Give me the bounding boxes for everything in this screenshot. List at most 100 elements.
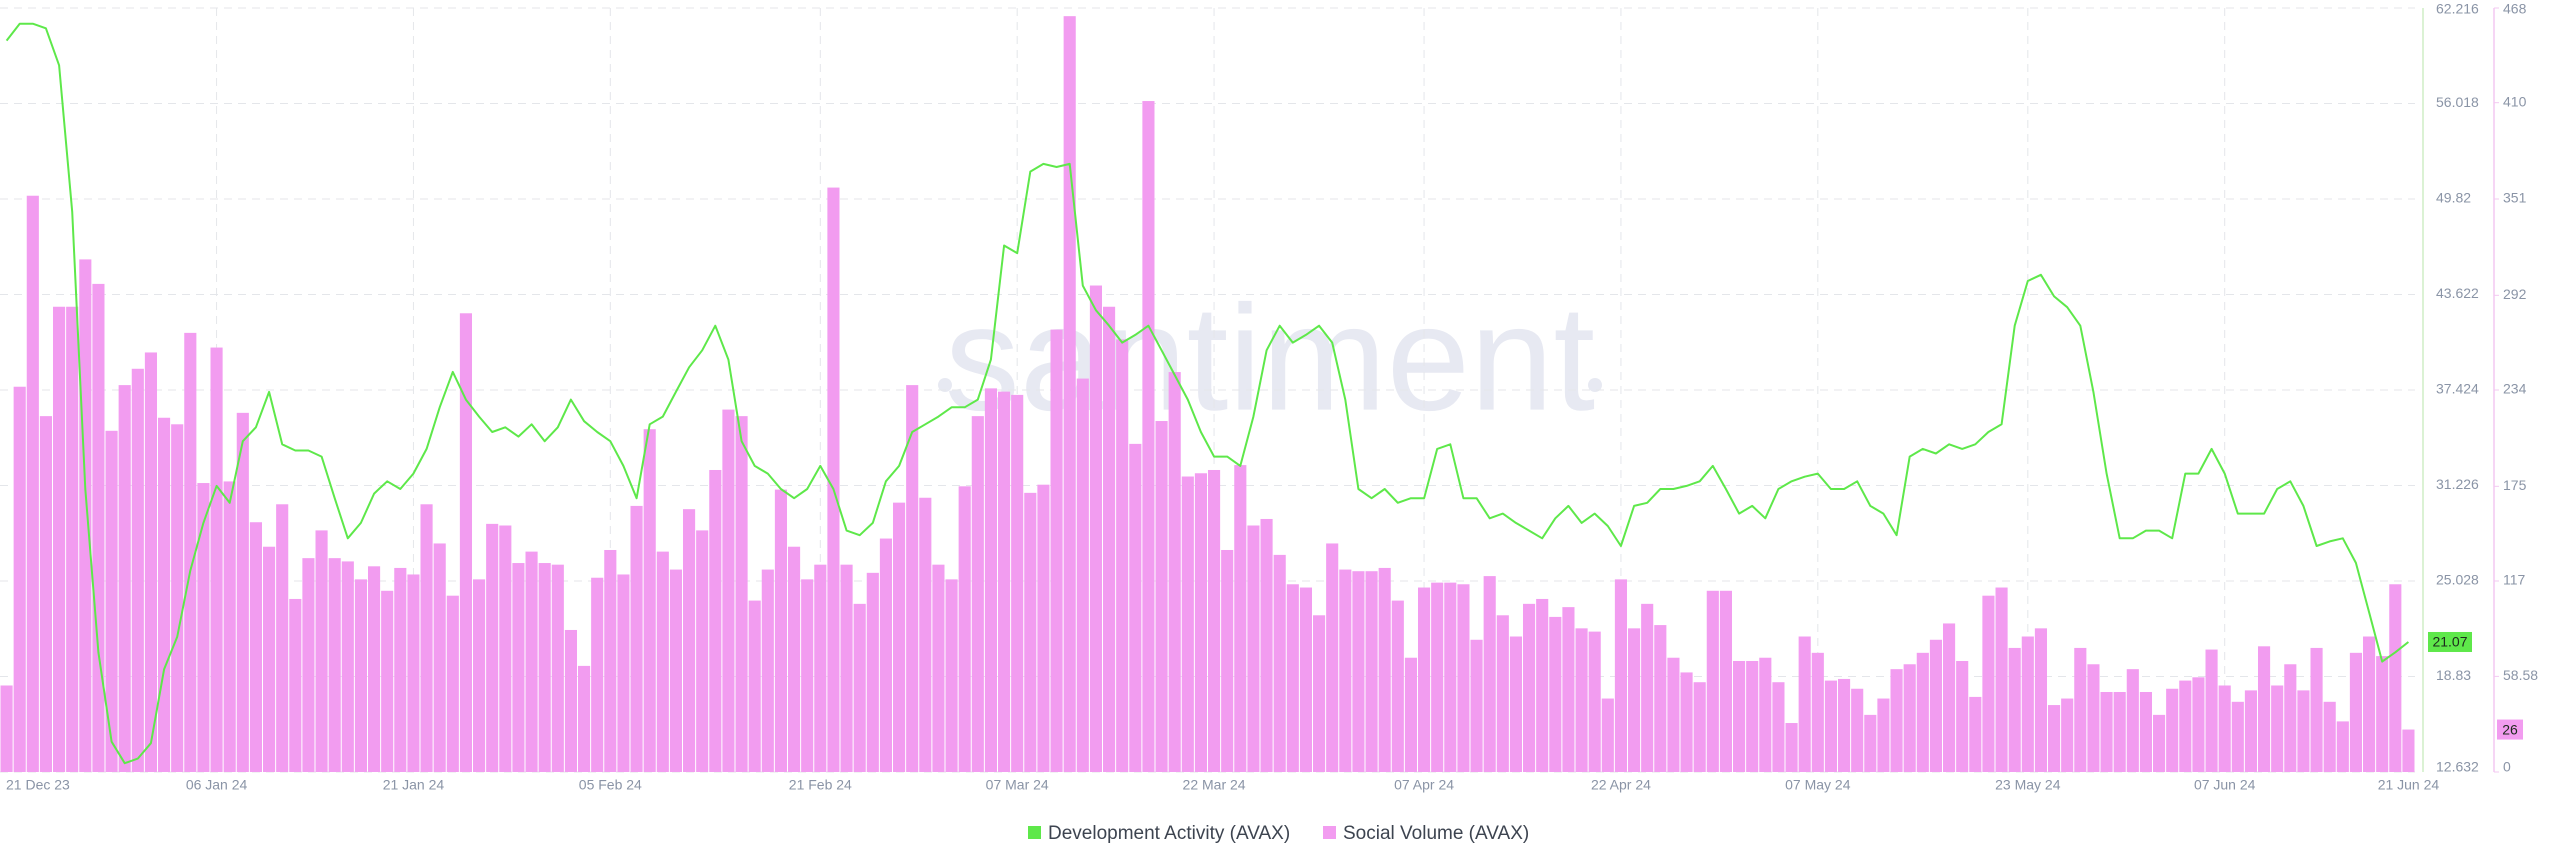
bar — [66, 306, 79, 772]
last-value-label: 21.07 — [2432, 634, 2467, 650]
bar — [958, 486, 971, 772]
x-tick-label: 21 Jan 24 — [383, 777, 445, 793]
bar — [1982, 595, 1995, 772]
bar — [1168, 372, 1181, 772]
bar — [39, 416, 52, 772]
bar — [1995, 587, 2008, 772]
bar — [1470, 639, 1483, 772]
bar — [1352, 571, 1365, 772]
bar — [1536, 598, 1549, 772]
y-tick-label: 25.028 — [2436, 572, 2479, 588]
bar — [1103, 306, 1116, 772]
bar — [984, 388, 997, 772]
bar — [158, 417, 171, 772]
bar — [748, 600, 761, 772]
bar — [1719, 590, 1732, 772]
bar — [302, 558, 315, 772]
bar — [2244, 690, 2257, 772]
bar — [1247, 525, 1260, 772]
bar — [1155, 421, 1168, 772]
bar — [1404, 657, 1417, 772]
bar — [564, 629, 577, 772]
bar — [394, 567, 407, 772]
bar — [1496, 615, 1509, 772]
bar — [2231, 701, 2244, 772]
bar — [1011, 394, 1024, 772]
bar — [879, 538, 892, 772]
bar — [643, 429, 656, 772]
bar — [26, 195, 39, 772]
x-tick-label: 22 Mar 24 — [1183, 777, 1246, 793]
bar — [1089, 285, 1102, 772]
bar — [2205, 649, 2218, 772]
bar — [788, 546, 801, 772]
last-value-flag — [2428, 631, 2472, 652]
lines — [5, 22, 2410, 765]
bar — [1562, 607, 1575, 772]
bar — [1457, 584, 1470, 772]
bar — [2192, 677, 2205, 772]
bar — [1956, 660, 1969, 772]
bar — [2323, 701, 2336, 772]
bar — [827, 187, 840, 773]
bar — [1260, 518, 1273, 772]
bar — [656, 551, 669, 772]
bar — [551, 564, 564, 772]
bar — [1483, 576, 1496, 772]
bar — [866, 572, 879, 772]
bar — [1654, 625, 1667, 772]
bar — [1706, 590, 1719, 772]
bar — [2113, 692, 2126, 772]
bar — [1903, 664, 1916, 772]
bar — [1864, 714, 1877, 772]
x-tick-label: 21 Jun 24 — [2378, 777, 2440, 793]
bar — [722, 409, 735, 772]
bar — [171, 424, 184, 772]
bar — [774, 489, 787, 772]
legend: Development Activity (AVAX) Social Volume… — [1028, 823, 1529, 844]
bar — [2218, 685, 2231, 772]
bar — [1890, 669, 1903, 772]
bar — [1194, 473, 1207, 772]
bar — [1326, 543, 1339, 772]
bar — [1221, 549, 1234, 772]
legend-swatch — [1323, 826, 1336, 839]
bar — [2376, 656, 2389, 772]
bar — [2034, 628, 2047, 772]
y-tick-label: 18.83 — [2436, 667, 2471, 683]
bar — [814, 564, 827, 772]
bar — [761, 569, 774, 772]
bar — [1851, 688, 1864, 772]
bar — [932, 564, 945, 772]
watermark: santiment — [945, 274, 1595, 442]
bar — [1313, 615, 1326, 772]
bar — [1208, 469, 1221, 772]
bar — [1378, 567, 1391, 772]
bar — [1234, 465, 1247, 772]
bar — [1759, 657, 1772, 772]
x-tick-label: 22 Apr 24 — [1591, 777, 1651, 793]
bar — [1116, 339, 1129, 772]
bar — [2021, 636, 2034, 772]
y2-tick-label: 117 — [2503, 572, 2526, 588]
bar — [1076, 378, 1089, 772]
bar — [459, 313, 472, 772]
bar — [1365, 571, 1378, 772]
bar — [2336, 721, 2349, 772]
bar — [446, 595, 459, 772]
line — [5, 22, 2410, 765]
bar — [1943, 623, 1956, 772]
bar — [538, 563, 551, 772]
bar — [2310, 647, 2323, 772]
bar — [1746, 660, 1759, 772]
bar — [0, 685, 13, 772]
bar — [2402, 729, 2415, 772]
x-tick-label: 07 Apr 24 — [1394, 777, 1454, 793]
bar — [2297, 690, 2310, 772]
y-tick-label: 31.226 — [2436, 476, 2479, 492]
bar — [184, 332, 197, 772]
bar — [1693, 682, 1706, 772]
bar — [2048, 705, 2061, 772]
watermark-dot — [1588, 378, 1602, 392]
